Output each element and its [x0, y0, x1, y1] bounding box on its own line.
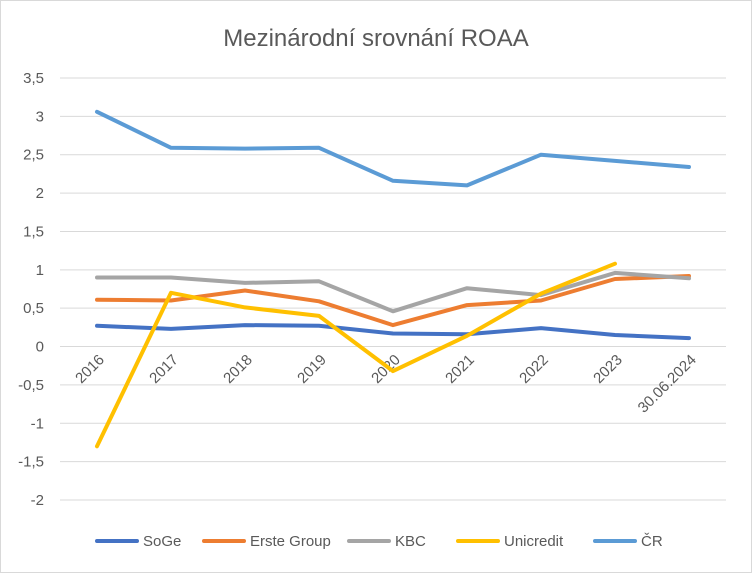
series-line-erste-group — [95, 274, 691, 328]
legend-item-kbc: KBC — [347, 533, 426, 550]
legend-label: KBC — [395, 533, 426, 550]
y-tick-label: 1 — [36, 262, 44, 279]
y-tick-label: 1,5 — [23, 223, 44, 240]
y-tick-label: -2 — [31, 492, 44, 509]
x-tick-label: 2023 — [590, 351, 626, 387]
y-tick-label: -1 — [31, 415, 44, 432]
chart-title: Mezinárodní srovnání ROAA — [223, 25, 528, 52]
x-tick-label: 2021 — [442, 351, 478, 387]
legend-item-unicredit: Unicredit — [456, 533, 564, 550]
y-tick-label: 3,5 — [23, 70, 44, 87]
x-tick-label: 2019 — [294, 351, 330, 387]
x-tick-label: 30.06.2024 — [635, 351, 700, 416]
legend-item-soge: SoGe — [95, 533, 181, 550]
series-line-kbc — [95, 270, 691, 314]
x-tick-label: 2016 — [72, 351, 108, 387]
legend-item--r: ČR — [593, 533, 663, 550]
series-line--r — [95, 109, 691, 188]
y-tick-label: -0,5 — [18, 377, 44, 394]
y-tick-label: 3 — [36, 108, 44, 125]
x-tick-label: 2017 — [146, 351, 182, 387]
y-tick-label: 0 — [36, 339, 44, 356]
legend-label: Erste Group — [250, 533, 331, 550]
legend-item-erste-group: Erste Group — [202, 533, 331, 550]
series-line-unicredit — [95, 261, 617, 449]
y-tick-label: 2,5 — [23, 147, 44, 164]
y-tick-label: 2 — [36, 185, 44, 202]
legend-label: ČR — [641, 533, 663, 550]
y-tick-label: 0,5 — [23, 300, 44, 317]
legend-label: SoGe — [143, 533, 181, 550]
x-tick-label: 2022 — [516, 351, 552, 387]
x-tick-label: 2018 — [220, 351, 256, 387]
legend-label: Unicredit — [504, 533, 564, 550]
y-tick-label: -1,5 — [18, 454, 44, 471]
